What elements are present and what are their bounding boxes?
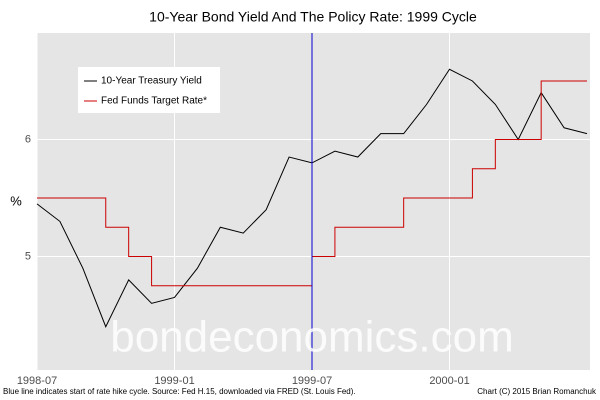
y-tick-label: 6 <box>25 133 31 145</box>
legend-label: Fed Funds Target Rate* <box>101 96 207 107</box>
legend-box <box>78 67 220 113</box>
series-line <box>37 80 587 287</box>
y-tick-label: 5 <box>25 250 31 262</box>
footnote: Blue line indicates start of rate hike c… <box>3 387 356 396</box>
x-tick-label: 1998-07 <box>17 375 57 387</box>
credit: Chart (C) 2015 Brian Romanchuk <box>477 387 597 396</box>
x-tick-label: 1999-07 <box>292 375 332 387</box>
chart-title: 10-Year Bond Yield And The Policy Rate: … <box>149 9 477 25</box>
watermark: bondeconomics.com <box>110 313 514 362</box>
x-tick-label: 1999-01 <box>154 375 194 387</box>
y-axis-label: % <box>10 193 22 208</box>
legend-label: 10-Year Treasury Yield <box>101 76 202 87</box>
x-tick-label: 2000-01 <box>429 375 469 387</box>
